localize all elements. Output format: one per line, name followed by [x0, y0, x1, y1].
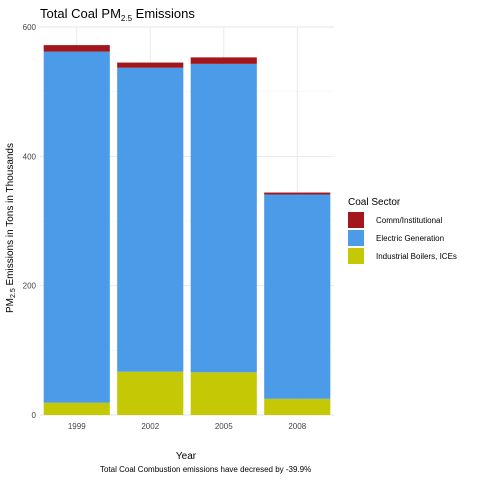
- y-tick-label: 0: [32, 411, 37, 420]
- y-axis-label: PM2.5 Emissions in Tons in Thousands: [5, 143, 17, 313]
- bar-segment: [264, 398, 331, 415]
- bar-segment: [190, 57, 257, 64]
- y-tick-labels: 0 200 400 600: [23, 23, 37, 420]
- legend-swatch: [348, 212, 364, 228]
- bar-segment: [190, 372, 257, 415]
- legend-swatch: [348, 248, 364, 264]
- bar-segment: [190, 63, 257, 373]
- x-tick-label: 2002: [141, 422, 159, 431]
- y-tick-label: 600: [23, 23, 37, 32]
- x-tick-label: 1999: [68, 422, 86, 431]
- bars: [43, 45, 331, 415]
- bar-segment: [43, 51, 110, 403]
- x-axis-label: Year: [176, 451, 197, 462]
- x-tick-label: 2008: [288, 422, 306, 431]
- bar-segment: [43, 45, 110, 52]
- bar-segment: [117, 67, 184, 372]
- legend-label: Electric Generation: [376, 234, 444, 243]
- legend-title: Coal Sector: [348, 197, 401, 208]
- bar-segment: [264, 192, 331, 195]
- legend-label: Comm/Institutional: [376, 216, 442, 225]
- chart-caption: Total Coal Combustion emissions have dec…: [100, 465, 311, 474]
- legend-label: Industrial Boilers, ICEs: [376, 252, 457, 261]
- legend: Coal Sector Comm/Institutional Electric G…: [348, 197, 457, 264]
- bar-segment: [117, 62, 184, 68]
- y-tick-label: 400: [23, 152, 37, 161]
- bar-segment: [264, 194, 331, 399]
- bar-segment: [117, 371, 184, 415]
- x-tick-label: 2005: [215, 422, 233, 431]
- bar-segment: [43, 402, 110, 415]
- chart-title: Total Coal PM2.5 Emissions: [40, 6, 195, 23]
- y-tick-label: 200: [23, 282, 37, 291]
- legend-swatch: [348, 230, 364, 246]
- x-tick-labels: 1999 2002 2005 2008: [68, 422, 307, 431]
